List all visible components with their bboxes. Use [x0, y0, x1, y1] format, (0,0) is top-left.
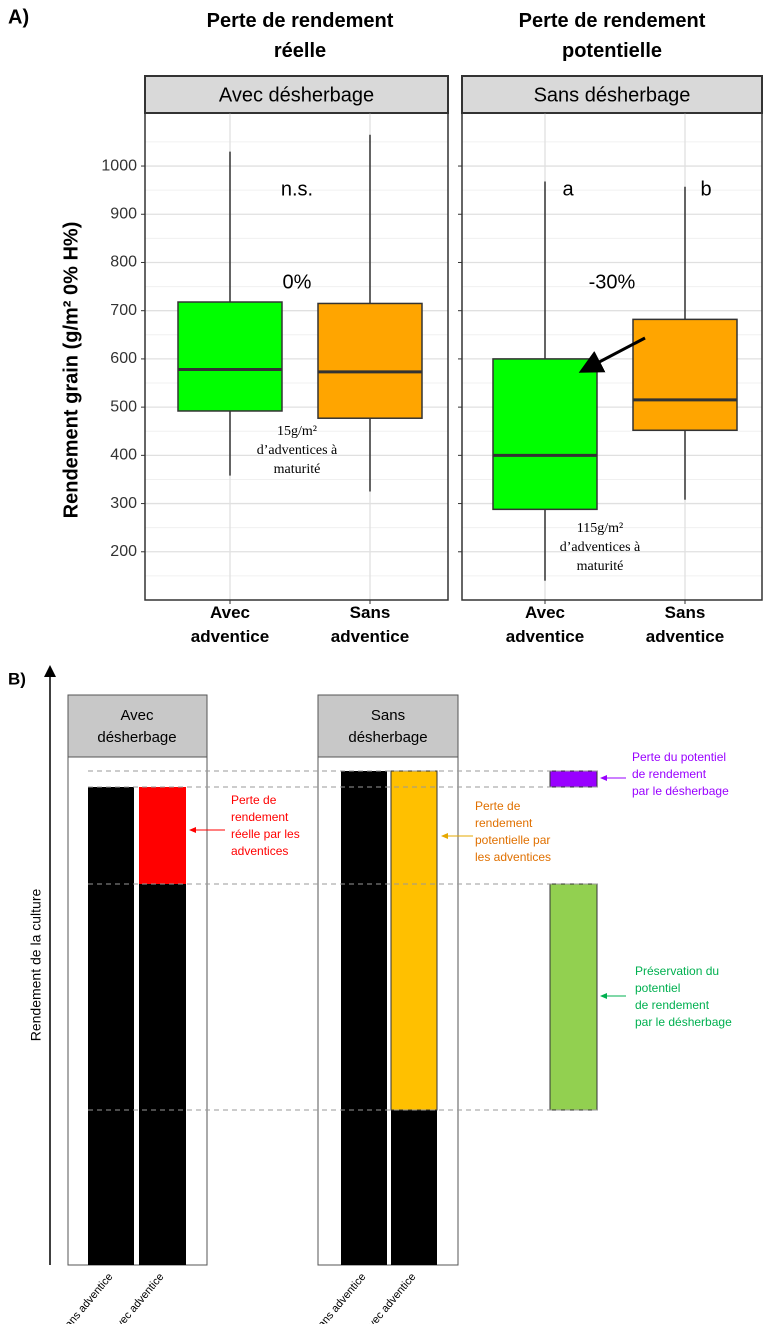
x-tick-label: Sans adventice: [58, 1271, 116, 1324]
y-tick-label: 1000: [101, 157, 137, 174]
strip: [67, 694, 208, 758]
facet-title: Perte de rendement réelle: [207, 10, 394, 62]
box: [317, 302, 423, 419]
strip-label: Sans désherbage: [348, 707, 427, 746]
y-tick-label: 800: [110, 254, 137, 271]
panel-frame: [461, 112, 763, 601]
annotation: 15g/m² d’adventices à maturité: [257, 424, 338, 477]
y-axis-label: Rendement grain (g/m² 0% H%): [60, 222, 82, 519]
annotation: a: [562, 178, 574, 200]
box: [177, 301, 283, 412]
strip-label: Sans désherbage: [534, 84, 691, 106]
y-axis-label: Rendement de la culture: [28, 889, 44, 1042]
box: [632, 318, 738, 432]
annotation: n.s.: [281, 178, 313, 200]
y-tick-label: 300: [110, 495, 137, 512]
bar: [341, 771, 387, 1265]
strip-label: Avec désherbage: [97, 707, 176, 746]
panel-label: A): [8, 6, 29, 28]
annotation: -30%: [589, 271, 636, 293]
bar: [88, 787, 134, 1265]
x-tick-label: Sans adventice: [646, 603, 724, 646]
bar-loss: [139, 787, 186, 884]
annotation: Perte de rendement réelle par les adventice…: [231, 793, 300, 858]
bar: [139, 884, 186, 1265]
box: [492, 358, 598, 511]
arrow: [578, 336, 646, 373]
strip-label: Avec désherbage: [219, 84, 374, 106]
x-tick-label: Avec adventice: [506, 603, 584, 646]
guides: [88, 770, 600, 1111]
annotation: 115g/m² d’adventices à maturité: [560, 521, 641, 574]
x-tick-label: Sans adventice: [311, 1271, 369, 1324]
x-tick-label: Avec adventice: [110, 1271, 167, 1324]
strip: [317, 694, 459, 758]
panel-frame: [144, 112, 449, 601]
y-tick-label: 400: [110, 447, 137, 464]
x-tick-label: Avec adventice: [362, 1271, 419, 1324]
bar-gain: [549, 883, 598, 1111]
annotation: Perte du potentiel de rendement par le dés…: [632, 750, 729, 798]
x-tick-label: Avec adventice: [191, 603, 269, 646]
bar-loss: [390, 770, 438, 1111]
strip: [461, 75, 763, 114]
facet-title: Perte de rendement potentielle: [519, 10, 706, 62]
bar: [391, 1110, 437, 1265]
y-tick-label: 200: [110, 543, 137, 560]
y-tick-label: 600: [110, 350, 137, 367]
annotation: Perte de rendement potentielle par les adve…: [475, 799, 551, 864]
annotation: b: [700, 178, 711, 200]
panel-label: B): [8, 669, 26, 688]
y-tick-label: 900: [110, 205, 137, 222]
bar-loss: [549, 770, 598, 788]
annotation: Préservation du potentiel de rendement par …: [635, 964, 732, 1029]
x-tick-label: Sans adventice: [331, 603, 409, 646]
y-tick-label: 700: [110, 302, 137, 319]
y-tick-label: 500: [110, 398, 137, 415]
annotation: 0%: [283, 271, 312, 293]
